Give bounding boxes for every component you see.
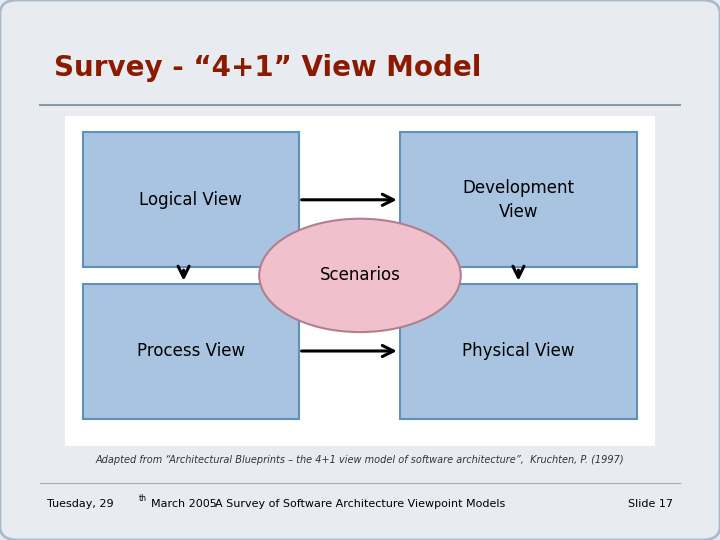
FancyBboxPatch shape [83,284,299,418]
FancyBboxPatch shape [400,284,637,418]
Text: Development
View: Development View [462,179,575,221]
Text: Slide 17: Slide 17 [628,498,673,509]
Text: March 2005: March 2005 [151,498,217,509]
Text: Process View: Process View [137,342,245,360]
Text: th: th [139,494,147,503]
Text: Adapted from “Architectural Blueprints – the 4+1 view model of software architec: Adapted from “Architectural Blueprints –… [96,455,624,465]
Text: Physical View: Physical View [462,342,575,360]
Text: A Survey of Software Architecture Viewpoint Models: A Survey of Software Architecture Viewpo… [215,498,505,509]
FancyBboxPatch shape [400,132,637,267]
Text: Logical View: Logical View [140,191,242,209]
Text: Tuesday, 29: Tuesday, 29 [47,498,114,509]
Text: Scenarios: Scenarios [320,266,400,285]
Text: Survey - “4+1” View Model: Survey - “4+1” View Model [54,53,482,82]
FancyBboxPatch shape [65,116,655,446]
Ellipse shape [259,219,461,332]
FancyBboxPatch shape [83,132,299,267]
